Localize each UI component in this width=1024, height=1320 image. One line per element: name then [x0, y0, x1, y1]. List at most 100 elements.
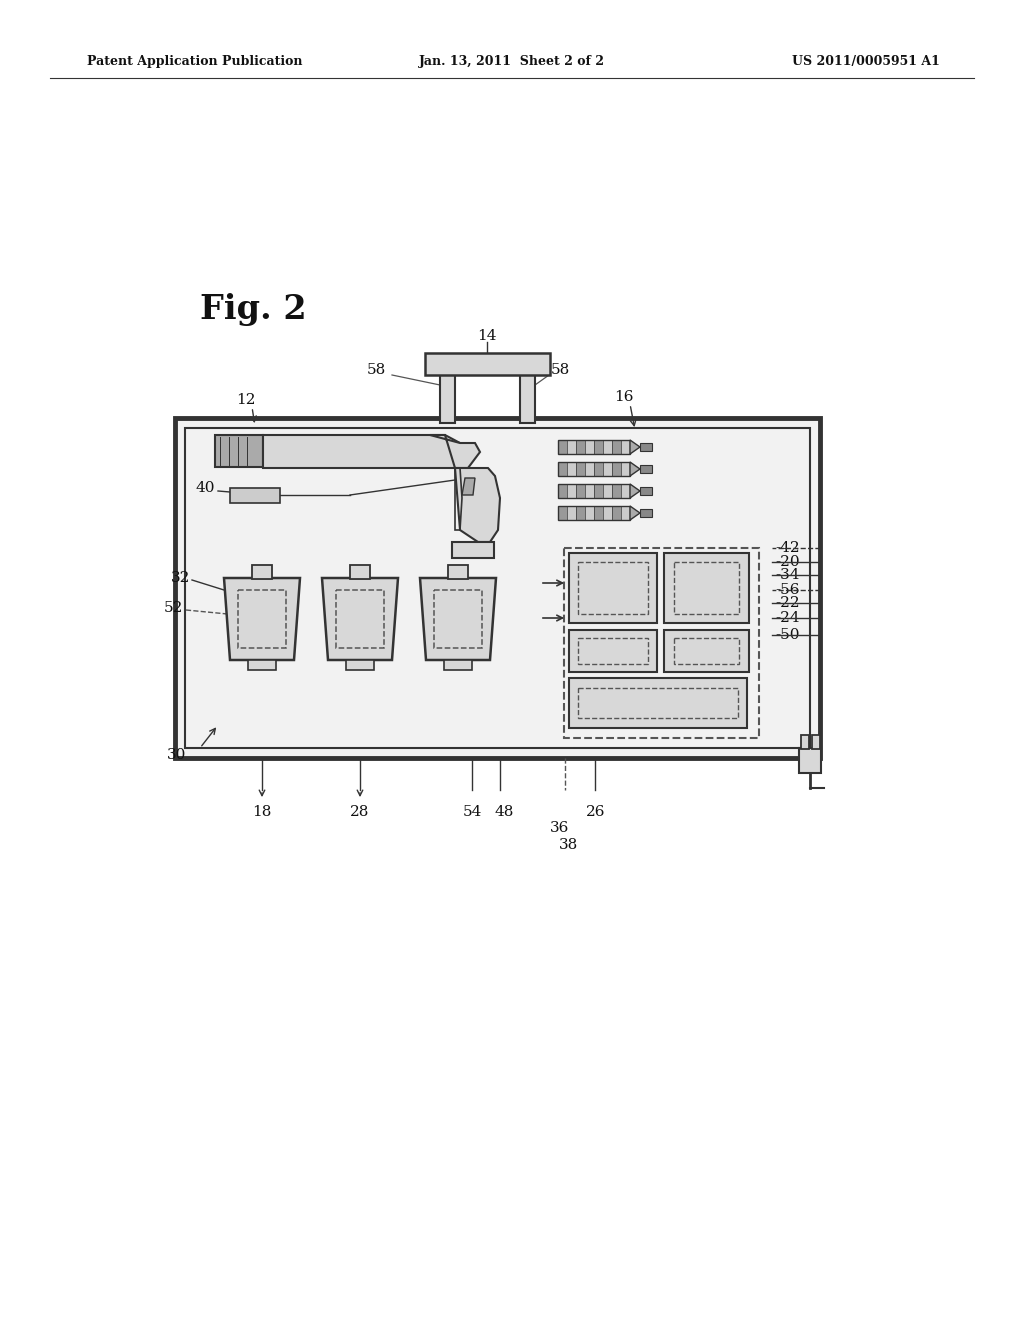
Bar	[434, 590, 482, 648]
Text: -24: -24	[775, 611, 800, 624]
Text: -34: -34	[775, 568, 800, 582]
Text: -22: -22	[775, 597, 800, 610]
Bar	[336, 590, 384, 648]
Bar	[567, 484, 575, 498]
Bar	[575, 440, 585, 454]
Text: -56: -56	[775, 583, 800, 597]
Bar	[578, 562, 648, 614]
Bar	[558, 440, 567, 454]
Text: Jan. 13, 2011  Sheet 2 of 2: Jan. 13, 2011 Sheet 2 of 2	[419, 55, 605, 69]
Bar	[799, 748, 821, 774]
Bar	[640, 510, 652, 517]
Polygon shape	[455, 469, 500, 543]
Bar	[664, 553, 749, 623]
Bar	[640, 465, 652, 473]
Bar	[603, 462, 612, 477]
Bar	[603, 484, 612, 498]
Bar	[621, 440, 630, 454]
Text: 30: 30	[167, 748, 186, 762]
Bar	[603, 506, 612, 520]
Bar	[621, 484, 630, 498]
Bar	[230, 488, 280, 503]
Polygon shape	[630, 506, 640, 520]
Text: 52: 52	[164, 601, 183, 615]
Text: 48: 48	[495, 805, 514, 818]
Bar	[440, 374, 455, 422]
Bar	[567, 506, 575, 520]
Bar	[558, 484, 567, 498]
Polygon shape	[430, 436, 480, 469]
Bar	[567, 440, 575, 454]
Bar	[612, 462, 621, 477]
Text: 26: 26	[587, 805, 606, 818]
Bar	[248, 660, 276, 671]
Bar	[346, 660, 374, 671]
Bar	[558, 462, 630, 477]
Text: 12: 12	[237, 393, 256, 407]
Polygon shape	[322, 578, 398, 660]
Polygon shape	[263, 436, 460, 469]
Bar	[585, 484, 594, 498]
Text: 16: 16	[614, 389, 634, 404]
Text: 54: 54	[462, 805, 481, 818]
Bar	[558, 484, 630, 498]
Text: 38: 38	[558, 838, 578, 851]
Bar	[567, 462, 575, 477]
Bar	[621, 506, 630, 520]
Bar	[452, 543, 494, 558]
Bar	[558, 440, 630, 454]
Bar	[175, 418, 820, 758]
Bar	[578, 688, 738, 718]
Text: -20: -20	[775, 554, 800, 569]
Text: Patent Application Publication: Patent Application Publication	[87, 55, 302, 69]
Text: -42: -42	[775, 541, 800, 554]
Bar	[558, 506, 630, 520]
Bar	[252, 565, 272, 579]
Polygon shape	[630, 440, 640, 454]
Text: 14: 14	[477, 329, 497, 343]
Bar	[674, 562, 739, 614]
Bar	[215, 436, 263, 467]
Bar	[674, 638, 739, 664]
Text: 18: 18	[252, 805, 271, 818]
Bar	[444, 660, 472, 671]
Bar	[585, 440, 594, 454]
Text: -50: -50	[775, 628, 800, 642]
Bar	[594, 484, 603, 498]
Bar	[801, 735, 809, 748]
Bar	[621, 462, 630, 477]
Bar	[238, 590, 286, 648]
Bar	[612, 506, 621, 520]
Bar	[558, 506, 567, 520]
Bar	[564, 548, 759, 738]
Bar	[664, 630, 749, 672]
Bar	[520, 374, 535, 422]
Text: US 2011/0005951 A1: US 2011/0005951 A1	[793, 55, 940, 69]
Bar	[558, 462, 567, 477]
Text: 58: 58	[550, 363, 569, 378]
Text: 32: 32	[171, 572, 190, 585]
Text: Fig. 2: Fig. 2	[200, 293, 306, 326]
Bar	[350, 565, 370, 579]
Polygon shape	[630, 484, 640, 498]
Bar	[603, 440, 612, 454]
Bar	[594, 506, 603, 520]
Bar	[449, 565, 468, 579]
Bar	[569, 630, 657, 672]
Polygon shape	[420, 578, 496, 660]
Bar	[612, 440, 621, 454]
Bar	[185, 428, 810, 748]
Bar	[612, 484, 621, 498]
Polygon shape	[630, 462, 640, 477]
Bar	[575, 506, 585, 520]
Bar	[569, 678, 746, 729]
Bar	[594, 440, 603, 454]
Bar	[640, 487, 652, 495]
Bar	[585, 462, 594, 477]
Text: 28: 28	[350, 805, 370, 818]
Bar	[578, 638, 648, 664]
Bar	[575, 462, 585, 477]
Text: 58: 58	[367, 363, 386, 378]
Bar	[812, 735, 820, 748]
Polygon shape	[462, 478, 475, 495]
